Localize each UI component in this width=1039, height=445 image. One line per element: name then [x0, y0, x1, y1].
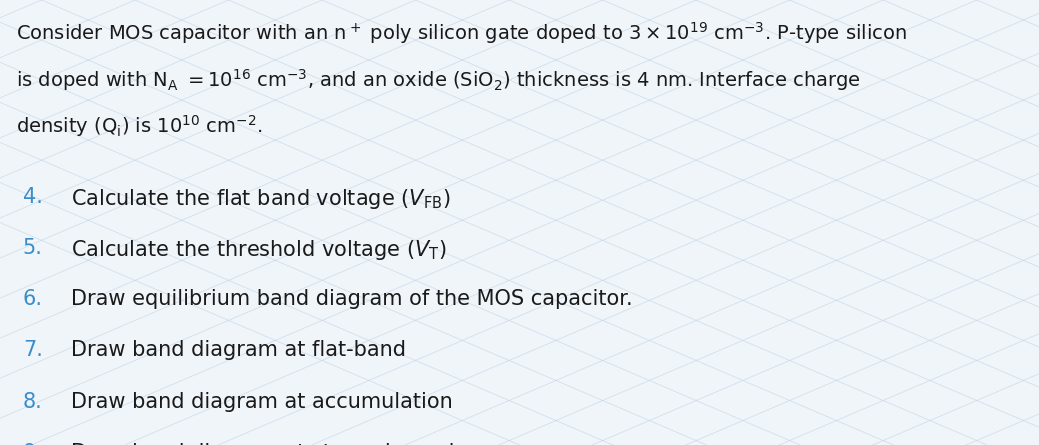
Text: 7.: 7.: [23, 340, 43, 360]
Text: is doped with $\mathregular{N_A}$ $= 10^{16}$ $\mathregular{cm^{-3}}$, and an ox: is doped with $\mathregular{N_A}$ $= 10^…: [16, 67, 860, 93]
Text: 4.: 4.: [23, 187, 43, 207]
Text: 5.: 5.: [23, 238, 43, 258]
Text: Draw band diagram at flat-band: Draw band diagram at flat-band: [71, 340, 405, 360]
Text: 8.: 8.: [23, 392, 43, 412]
Text: Draw band diagram at accumulation: Draw band diagram at accumulation: [71, 392, 452, 412]
Text: Calculate the threshold voltage $(\mathit{V}_{T})$: Calculate the threshold voltage $(\mathi…: [71, 238, 446, 262]
Text: Calculate the flat band voltage $(\mathit{V}_{FB})$: Calculate the flat band voltage $(\mathi…: [71, 187, 450, 211]
Text: density ($\mathregular{Q_i}$) is $10^{10}$ $\mathregular{cm^{-2}}$.: density ($\mathregular{Q_i}$) is $10^{10…: [16, 113, 262, 139]
Text: 9.: 9.: [23, 443, 43, 445]
Text: Consider MOS capacitor with an $\mathregular{n^+}$ poly silicon gate doped to $\: Consider MOS capacitor with an $\mathreg…: [16, 20, 906, 46]
Text: Draw equilibrium band diagram of the MOS capacitor.: Draw equilibrium band diagram of the MOS…: [71, 289, 633, 309]
Text: 6.: 6.: [23, 289, 43, 309]
Text: Draw band diagram at strong inversion: Draw band diagram at strong inversion: [71, 443, 480, 445]
